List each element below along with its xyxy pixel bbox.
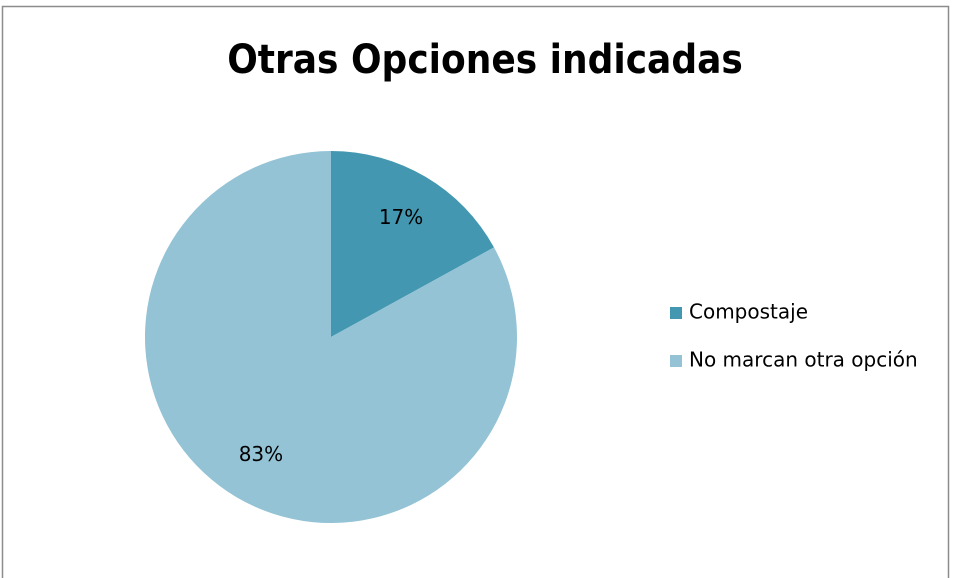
legend-swatch: [670, 355, 682, 367]
data-label: 83%: [239, 442, 283, 466]
pie-slice: [331, 151, 494, 337]
legend-label: Compostaje: [689, 300, 808, 324]
legend-swatch: [670, 307, 682, 319]
legend-label: No marcan otra opción: [689, 348, 918, 372]
chart-title: Otras Opciones indicadas: [227, 37, 743, 83]
data-label: 17%: [379, 205, 423, 229]
pie-slice: [145, 151, 517, 523]
